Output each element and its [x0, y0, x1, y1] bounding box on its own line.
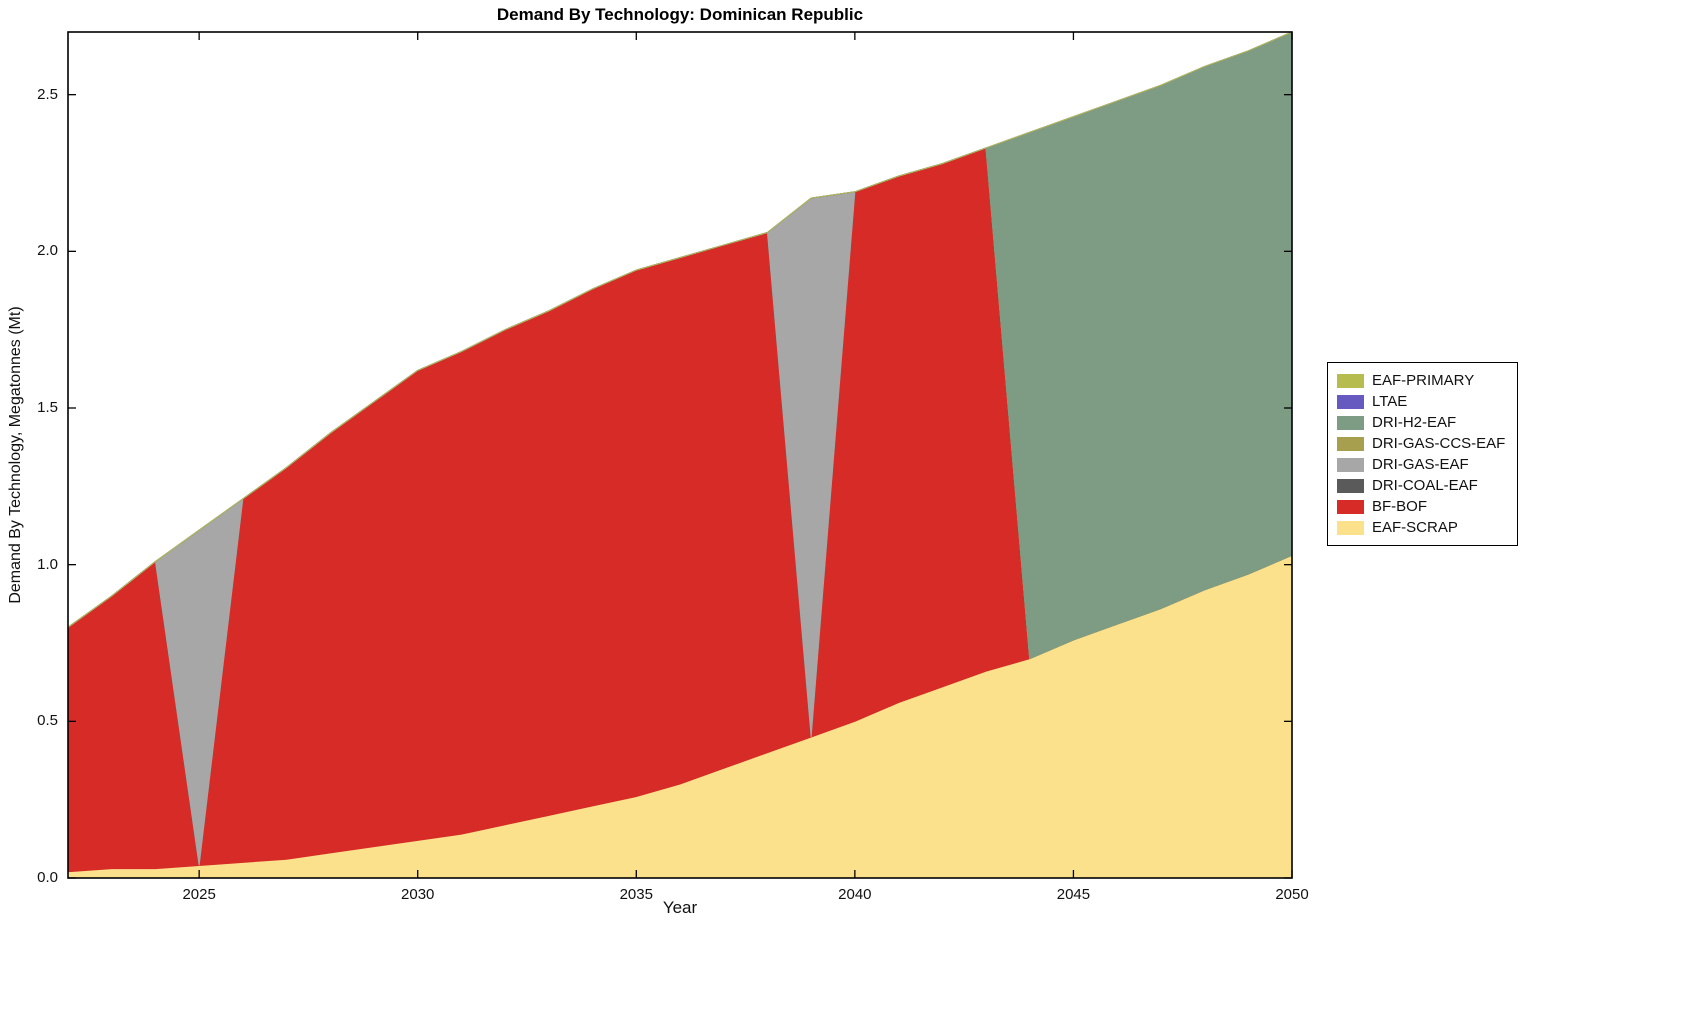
- legend-swatch-icon: [1337, 499, 1364, 514]
- legend-item: DRI-GAS-CCS-EAF: [1337, 433, 1505, 454]
- legend-label: DRI-GAS-EAF: [1372, 456, 1469, 473]
- legend-item: DRI-COAL-EAF: [1337, 475, 1505, 496]
- legend-item: DRI-H2-EAF: [1337, 412, 1505, 433]
- legend-label: DRI-GAS-CCS-EAF: [1372, 435, 1506, 452]
- legend-label: EAF-PRIMARY: [1372, 372, 1475, 389]
- legend-label: DRI-COAL-EAF: [1372, 477, 1478, 494]
- legend-item: EAF-PRIMARY: [1337, 370, 1505, 391]
- legend-item: BF-BOF: [1337, 496, 1505, 517]
- x-tick-label: 2025: [182, 886, 216, 903]
- x-tick-label: 2035: [619, 886, 653, 903]
- y-tick-label: 1.0: [37, 555, 58, 573]
- y-tick-label: 0.5: [37, 712, 58, 730]
- legend-swatch-icon: [1337, 373, 1364, 388]
- x-tick-label: 2050: [1275, 886, 1309, 903]
- legend-item: LTAE: [1337, 391, 1505, 412]
- axes-frame: [67, 31, 1293, 879]
- legend-swatch-icon: [1337, 478, 1364, 493]
- legend-label: EAF-SCRAP: [1372, 519, 1458, 536]
- legend-item: EAF-SCRAP: [1337, 517, 1505, 538]
- x-tick-label: 2030: [401, 886, 435, 903]
- legend-label: LTAE: [1372, 393, 1408, 410]
- x-axis-label: Year: [662, 898, 698, 917]
- legend-swatch-icon: [1337, 457, 1364, 472]
- legend-item: DRI-GAS-EAF: [1337, 454, 1505, 475]
- legend: EAF-PRIMARY LTAE DRI-H2-EAF DRI-GAS-CCS-EAF…: [1327, 362, 1519, 546]
- x-tick-label: 2045: [1056, 886, 1091, 903]
- legend-swatch-icon: [1337, 394, 1364, 409]
- chart-title: Demand By Technology: Dominican Republic: [496, 5, 864, 24]
- x-tick-label: 2040: [838, 886, 872, 903]
- legend-label: BF-BOF: [1372, 498, 1427, 515]
- legend-swatch-icon: [1337, 436, 1364, 451]
- legend-swatch-icon: [1337, 415, 1364, 430]
- y-tick-label: 2.0: [37, 242, 58, 260]
- legend-label: DRI-H2-EAF: [1372, 414, 1457, 431]
- y-tick-label: 2.5: [37, 85, 58, 103]
- y-tick-label: 0.0: [37, 869, 58, 886]
- y-tick-label: 1.5: [37, 399, 58, 416]
- legend-swatch-icon: [1337, 520, 1364, 535]
